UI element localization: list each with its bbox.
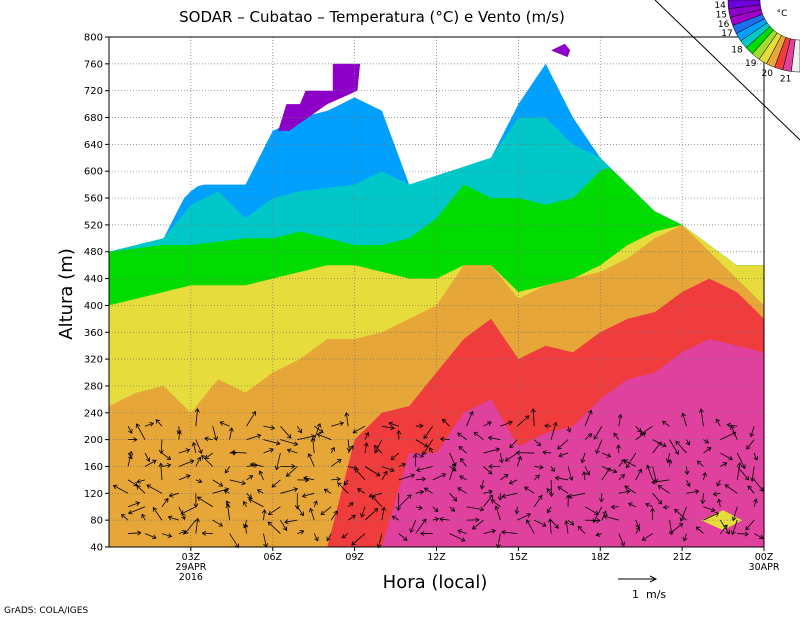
y-tick-label-120: 120 (84, 489, 103, 500)
x-tick-label-18-0: 18Z (591, 552, 610, 563)
wind-scale: 1 m/s (618, 576, 666, 601)
x-tick-label-6-0: 06Z (263, 552, 282, 563)
legend-label-12: 14 (714, 1, 726, 11)
legend-label-1: 21 (780, 75, 791, 85)
y-tick-label-800: 800 (84, 33, 103, 44)
y-tick-label-160: 160 (84, 462, 103, 473)
y-axis: 40 80 120 160 200 240 280 320 360 400 440 480 520 560… (84, 33, 109, 554)
y-tick-label-520: 520 (84, 220, 103, 231)
y-tick-label-600: 600 (84, 167, 103, 178)
x-tick-label-21-0: 21Z (673, 552, 692, 563)
credit-text: GrADS: COLA/IGES (4, 606, 88, 616)
y-tick-label-480: 480 (84, 247, 103, 258)
y-tick-label-640: 640 (84, 140, 103, 151)
legend-label-3: 20 (761, 69, 773, 79)
x-tick-label-15-0: 15Z (509, 552, 528, 563)
y-tick-label-440: 440 (84, 274, 103, 285)
x-tick-label-12-0: 12Z (427, 552, 446, 563)
y-tick-label-240: 240 (84, 408, 103, 419)
y-tick-label-280: 280 (84, 381, 103, 392)
y-tick-label-200: 200 (84, 435, 103, 446)
y-tick-label-360: 360 (84, 328, 103, 339)
legend-label-7: 18 (731, 45, 743, 55)
x-tick-label-3-2: 2016 (179, 572, 203, 583)
y-tick-label-720: 720 (84, 86, 103, 97)
y-tick-label-760: 760 (84, 59, 103, 70)
y-tick-label-560: 560 (84, 194, 103, 205)
y-axis-label: Altura (m) (56, 248, 77, 340)
x-axis-label: Hora (local) (383, 572, 488, 593)
y-tick-label-400: 400 (84, 301, 103, 312)
y-tick-label-320: 320 (84, 355, 103, 366)
legend-label-9: 17 (721, 29, 732, 39)
legend-label-11: 15 (716, 10, 727, 20)
chart-title: SODAR – Cubatao – Temperatura (°C) e Ven… (179, 8, 565, 26)
wind-scale-label: 1 m/s (632, 588, 666, 601)
y-tick-label-40: 40 (90, 543, 103, 554)
legend-unit: °C (777, 9, 788, 19)
y-tick-label-80: 80 (90, 516, 103, 527)
x-tick-label-24-1: 30APR (749, 562, 780, 573)
legend-label-5: 19 (745, 59, 757, 69)
y-tick-label-680: 680 (84, 113, 103, 124)
legend-label-10: 16 (718, 20, 730, 30)
x-tick-label-9-0: 09Z (345, 552, 364, 563)
